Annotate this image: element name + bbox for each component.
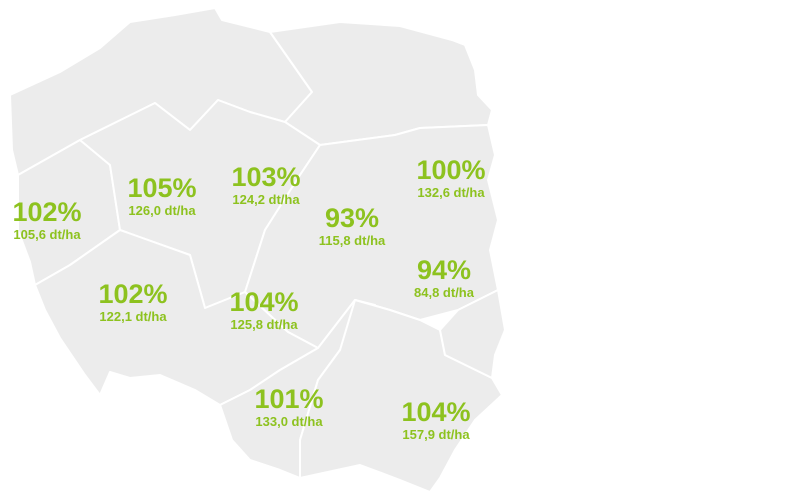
region-label-west-center: 105% 126,0 dt/ha: [127, 174, 196, 219]
percent-value: 94%: [416, 255, 472, 285]
yield-value: 133,0 dt/ha: [255, 414, 323, 429]
region-label-south: 101% 133,0 dt/ha: [254, 385, 323, 430]
percent-value: 104%: [229, 287, 299, 317]
yield-value: 84,8 dt/ha: [414, 285, 474, 300]
region-south-east: [299, 299, 503, 493]
region-label-south-east: 104% 157,9 dt/ha: [401, 398, 470, 443]
percent-value: 102%: [98, 279, 168, 309]
region-label-far-west: 102% 105,6 dt/ha: [12, 198, 81, 243]
yield-value: 122,1 dt/ha: [99, 309, 167, 324]
percent-value: 101%: [254, 384, 324, 414]
percent-value: 103%: [231, 162, 301, 192]
percent-value: 100%: [416, 155, 486, 185]
yield-value: 105,6 dt/ha: [13, 227, 81, 242]
percent-value: 105%: [127, 173, 197, 203]
percent-value: 104%: [401, 397, 471, 427]
yield-value: 124,2 dt/ha: [232, 192, 300, 207]
region-label-center: 93% 115,8 dt/ha: [319, 204, 385, 249]
percent-value: 93%: [324, 203, 380, 233]
region-east: [439, 289, 506, 379]
region-label-north-east: 100% 132,6 dt/ha: [416, 156, 485, 201]
yield-value: 157,9 dt/ha: [402, 427, 470, 442]
yield-value: 132,6 dt/ha: [417, 185, 485, 200]
yield-value: 115,8 dt/ha: [318, 233, 386, 248]
region-label-south-west: 102% 122,1 dt/ha: [98, 280, 167, 325]
yield-value: 125,8 dt/ha: [230, 317, 298, 332]
region-label-north-center: 103% 124,2 dt/ha: [231, 163, 300, 208]
region-label-south-center: 104% 125,8 dt/ha: [229, 288, 298, 333]
percent-value: 102%: [12, 197, 82, 227]
region-label-east: 94% 84,8 dt/ha: [414, 256, 474, 301]
yield-value: 126,0 dt/ha: [128, 203, 196, 218]
